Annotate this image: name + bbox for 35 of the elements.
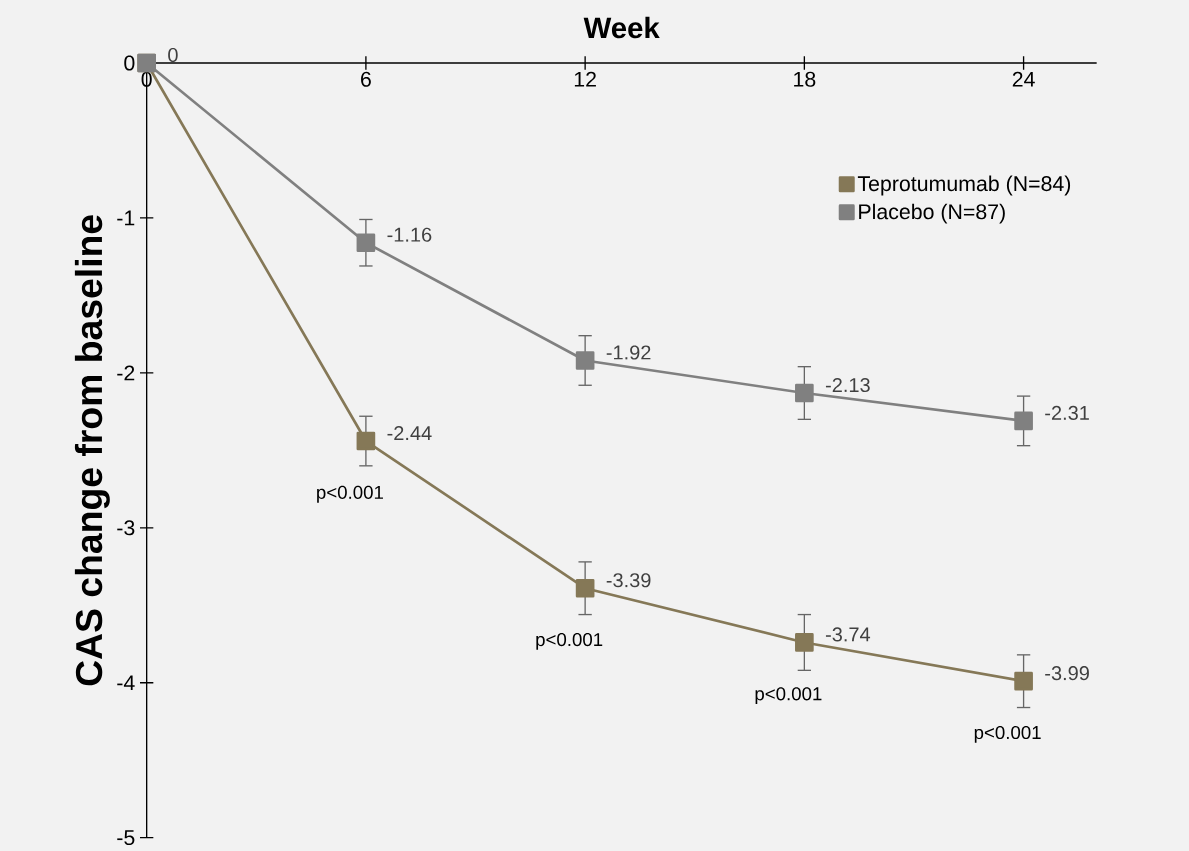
y-axis-title: CAS change from baseline xyxy=(74,215,110,686)
x-tick-label: 12 xyxy=(574,71,596,87)
x-axis-title: Week xyxy=(583,16,660,39)
point xyxy=(795,383,814,403)
legend-label: Placebo (N=87) xyxy=(859,203,1005,224)
x-tick-label: 6 xyxy=(361,71,371,87)
point xyxy=(575,351,595,370)
data-label: -3.74 xyxy=(825,627,871,642)
x-tick-label: 24 xyxy=(1012,71,1035,87)
x-tick-label: 18 xyxy=(794,71,816,87)
data-label: -1.16 xyxy=(387,227,432,242)
data-label: -2.44 xyxy=(387,426,432,441)
annotation: p<0.001 xyxy=(755,687,822,705)
annotation: p<0.001 xyxy=(974,725,1041,743)
annotation: p<0.001 xyxy=(536,632,603,650)
point xyxy=(1014,671,1033,691)
y-tick-label: -2 xyxy=(117,365,135,381)
annotation: p<0.001 xyxy=(317,485,383,503)
y-tick-label: -5 xyxy=(117,830,135,846)
y-tick-label: -1 xyxy=(117,210,135,226)
data-label: -3.99 xyxy=(1045,666,1089,681)
point xyxy=(356,233,376,253)
y-tick-label: -4 xyxy=(117,675,135,691)
y-tick-label: 0 xyxy=(124,55,135,71)
data-label: 0 xyxy=(168,47,178,63)
data-label: -2.31 xyxy=(1045,405,1089,420)
legend-label: Teprotumumab (N=84) xyxy=(857,175,1071,196)
point xyxy=(575,578,595,598)
point xyxy=(1014,411,1033,431)
data-label: -3.39 xyxy=(606,573,651,588)
data-label: -2.13 xyxy=(825,377,870,393)
point xyxy=(356,431,376,451)
y-tick-label: -3 xyxy=(117,520,135,536)
data-label: -1.92 xyxy=(606,345,651,360)
point xyxy=(795,633,814,652)
